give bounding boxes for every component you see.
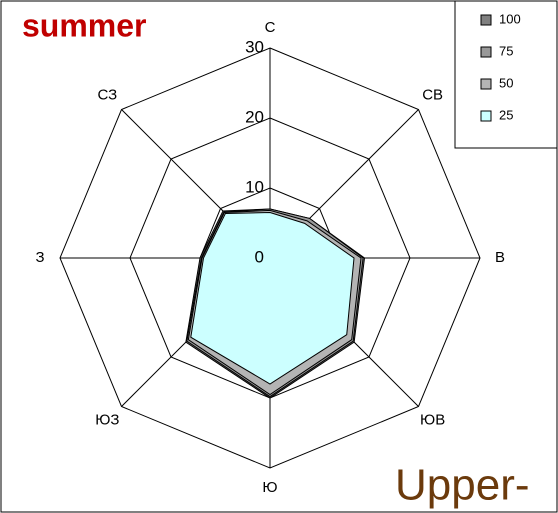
legend-label: 75 [499, 43, 513, 58]
category-label: Ю [262, 479, 277, 496]
legend-swatch [480, 110, 492, 122]
legend-swatch [480, 78, 492, 90]
legend-label: 25 [499, 107, 513, 122]
radial-tick-label: 10 [245, 177, 264, 196]
category-label: СВ [422, 86, 443, 103]
legend-box [454, 0, 558, 149]
radial-tick-label: 0 [255, 247, 264, 266]
category-label: С [265, 19, 276, 36]
category-label: ЮВ [420, 412, 445, 429]
chart-title: summer [22, 7, 147, 43]
legend-label: 100 [499, 11, 521, 26]
category-label: З [35, 249, 44, 266]
series-area [190, 211, 355, 385]
legend-swatch [480, 46, 492, 58]
category-label: ЮЗ [95, 412, 119, 429]
category-label: СЗ [97, 86, 117, 103]
annotation: Upper- [395, 461, 530, 510]
category-label: В [495, 249, 505, 266]
radial-tick-label: 30 [245, 37, 264, 56]
legend-label: 50 [499, 75, 513, 90]
radial-tick-label: 20 [245, 107, 264, 126]
legend-swatch [480, 14, 492, 26]
